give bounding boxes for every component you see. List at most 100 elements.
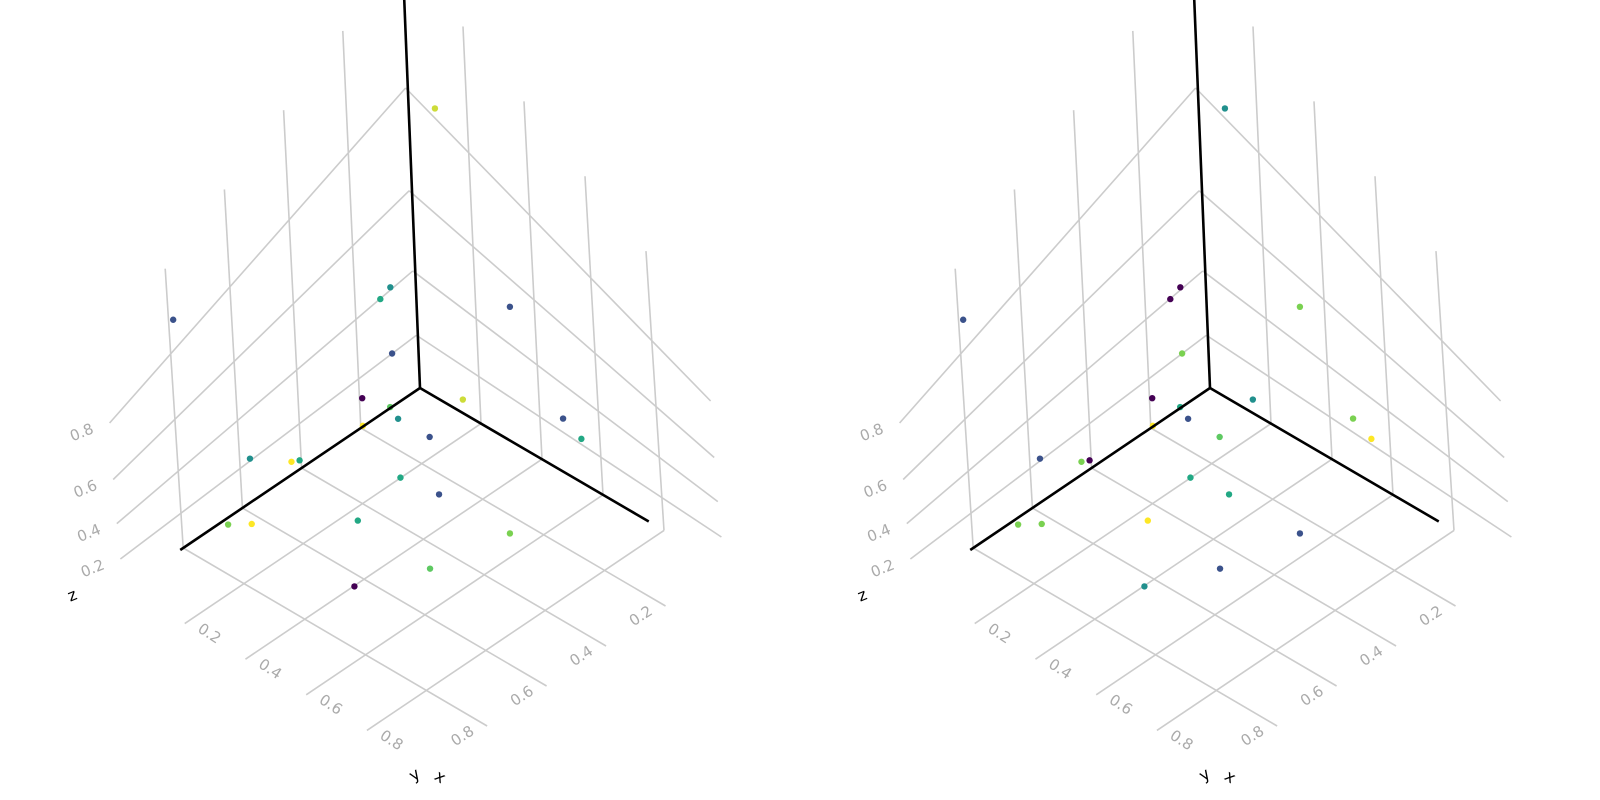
y-axis-label: y (1195, 764, 1213, 785)
data-point-21 (578, 435, 585, 443)
y-tick-label-0: 0.2 (1416, 602, 1446, 630)
data-point-19 (431, 105, 439, 112)
grid-line-floor-y-2 (1031, 507, 1337, 687)
z-axis-label: z (65, 585, 80, 606)
y-axis-label: y (405, 764, 423, 785)
chart-panel-1: 0.2 0.2 0.2 0.4 0.4 0.4 0.6 0.6 0.6 0.8 0.8 0.8 xy z (65, 0, 722, 787)
grid-line-xz-v-0 (1252, 26, 1272, 424)
grid-line-floor-y-3 (972, 547, 1278, 727)
data-points (169, 105, 585, 590)
axis-labels: xy z (855, 585, 1240, 787)
grid-line-yz-v-0 (1132, 30, 1152, 429)
data-point-12 (1216, 565, 1224, 572)
grid-line-yz-v-3 (954, 268, 974, 549)
x-tick-label-3: 0.8 (1167, 726, 1197, 754)
grid-line-floor-x-1 (245, 458, 543, 660)
data-point-9 (1249, 396, 1257, 403)
data-point-23 (1296, 530, 1304, 537)
grid-line-floor-x-3 (366, 529, 665, 732)
x-tick-label-0: 0.2 (985, 619, 1015, 647)
grid-line-floor-x-2 (305, 494, 604, 696)
z-tick-label-3: 0.8 (67, 420, 96, 446)
chart-panel-2: 0.2 0.2 0.2 0.4 0.4 0.4 0.6 0.6 0.6 0.8 0.8 0.8 xy z (855, 0, 1512, 787)
grid-line-xz-v-1 (523, 101, 543, 460)
data-point-16 (1187, 474, 1194, 481)
data-point-3 (377, 295, 384, 303)
data-point-18 (351, 583, 358, 590)
data-point-20 (506, 303, 514, 311)
x-tick-label-0: 0.2 (195, 619, 225, 647)
grid-line-yz-v-2 (1013, 189, 1034, 509)
data-point-2 (559, 415, 567, 422)
data-point-24 (248, 520, 255, 528)
grid-line-floor-y-1 (301, 467, 607, 647)
x-axis-label: x (1221, 766, 1239, 787)
grid-line-floor-y-1 (1091, 467, 1397, 647)
grid-lines (899, 26, 1512, 732)
data-point-8 (388, 350, 396, 357)
axis-spines (179, 0, 650, 552)
z-axis-spine (1192, 0, 1212, 389)
tick-labels: 0.2 0.2 0.2 0.4 0.4 0.4 0.6 0.6 0.6 0.8 0.8 0.8 (67, 420, 655, 755)
grid-line-yz-h-1 (906, 270, 1204, 525)
grid-line-xz-h-3 (1195, 87, 1502, 402)
data-point-4 (1184, 415, 1192, 422)
x-axis-label: x (431, 766, 449, 787)
data-point-22 (1225, 491, 1233, 498)
grid-line-yz-h-1 (116, 270, 414, 525)
y-tick-label-3: 0.8 (1237, 722, 1267, 750)
grid-line-yz-v-2 (223, 189, 244, 509)
grid-line-yz-h-2 (112, 190, 410, 481)
data-point-10 (426, 433, 433, 441)
z-tick-label-2: 0.6 (71, 476, 100, 502)
grid-line-yz-h-0 (909, 334, 1207, 560)
grid-line-xz-h-2 (1198, 190, 1505, 459)
grid-line-floor-y-0 (360, 427, 666, 607)
data-point-17 (224, 521, 232, 528)
z-axis-label: z (855, 585, 870, 606)
data-point-6 (288, 458, 295, 465)
z-tick-label-1: 0.4 (74, 520, 103, 546)
data-point-23 (506, 530, 514, 537)
grid-line-yz-h-2 (902, 190, 1200, 481)
grid-line-xz-v-0 (462, 26, 482, 424)
x-tick-label-3: 0.8 (377, 726, 407, 754)
data-point-22 (435, 491, 443, 498)
grid-line-xz-h-0 (415, 334, 722, 538)
grid-line-xz-h-1 (412, 270, 719, 503)
grid-line-xz-h-2 (408, 190, 715, 459)
data-point-7 (1149, 394, 1156, 402)
x-tick-label-1: 0.4 (255, 655, 285, 683)
data-point-5 (296, 457, 303, 464)
y-axis-spine (179, 386, 421, 552)
data-point-24 (1038, 520, 1045, 528)
data-point-0 (959, 316, 967, 323)
grid-line-floor-y-0 (1150, 427, 1456, 607)
data-point-6 (1078, 458, 1085, 465)
data-point-1 (387, 284, 394, 291)
grid-line-yz-v-1 (282, 110, 303, 469)
grid-line-xz-v-2 (584, 176, 604, 495)
y-tick-label-3: 0.8 (447, 722, 477, 750)
data-point-10 (1216, 433, 1223, 441)
grid-line-floor-x-1 (1035, 458, 1333, 660)
y-tick-label-1: 0.4 (566, 642, 596, 670)
data-point-15 (246, 455, 254, 462)
grid-line-yz-h-3 (109, 87, 407, 424)
grid-line-xz-v-3 (1435, 251, 1455, 531)
z-tick-label-0: 0.2 (78, 556, 107, 582)
z-tick-label-0: 0.2 (868, 556, 897, 582)
data-point-4 (394, 415, 402, 422)
grid-line-yz-v-1 (1072, 110, 1093, 469)
data-point-21 (1368, 435, 1375, 443)
data-point-18 (1141, 583, 1148, 590)
y-tick-label-2: 0.6 (507, 682, 537, 710)
y-tick-label-0: 0.2 (626, 602, 656, 630)
axis-spines (969, 0, 1440, 552)
grid-line-floor-y-2 (241, 507, 547, 687)
data-point-2 (1349, 415, 1357, 422)
x-axis-spine (1209, 386, 1440, 523)
grid-lines (109, 26, 722, 732)
axis-labels: xy z (65, 585, 450, 787)
